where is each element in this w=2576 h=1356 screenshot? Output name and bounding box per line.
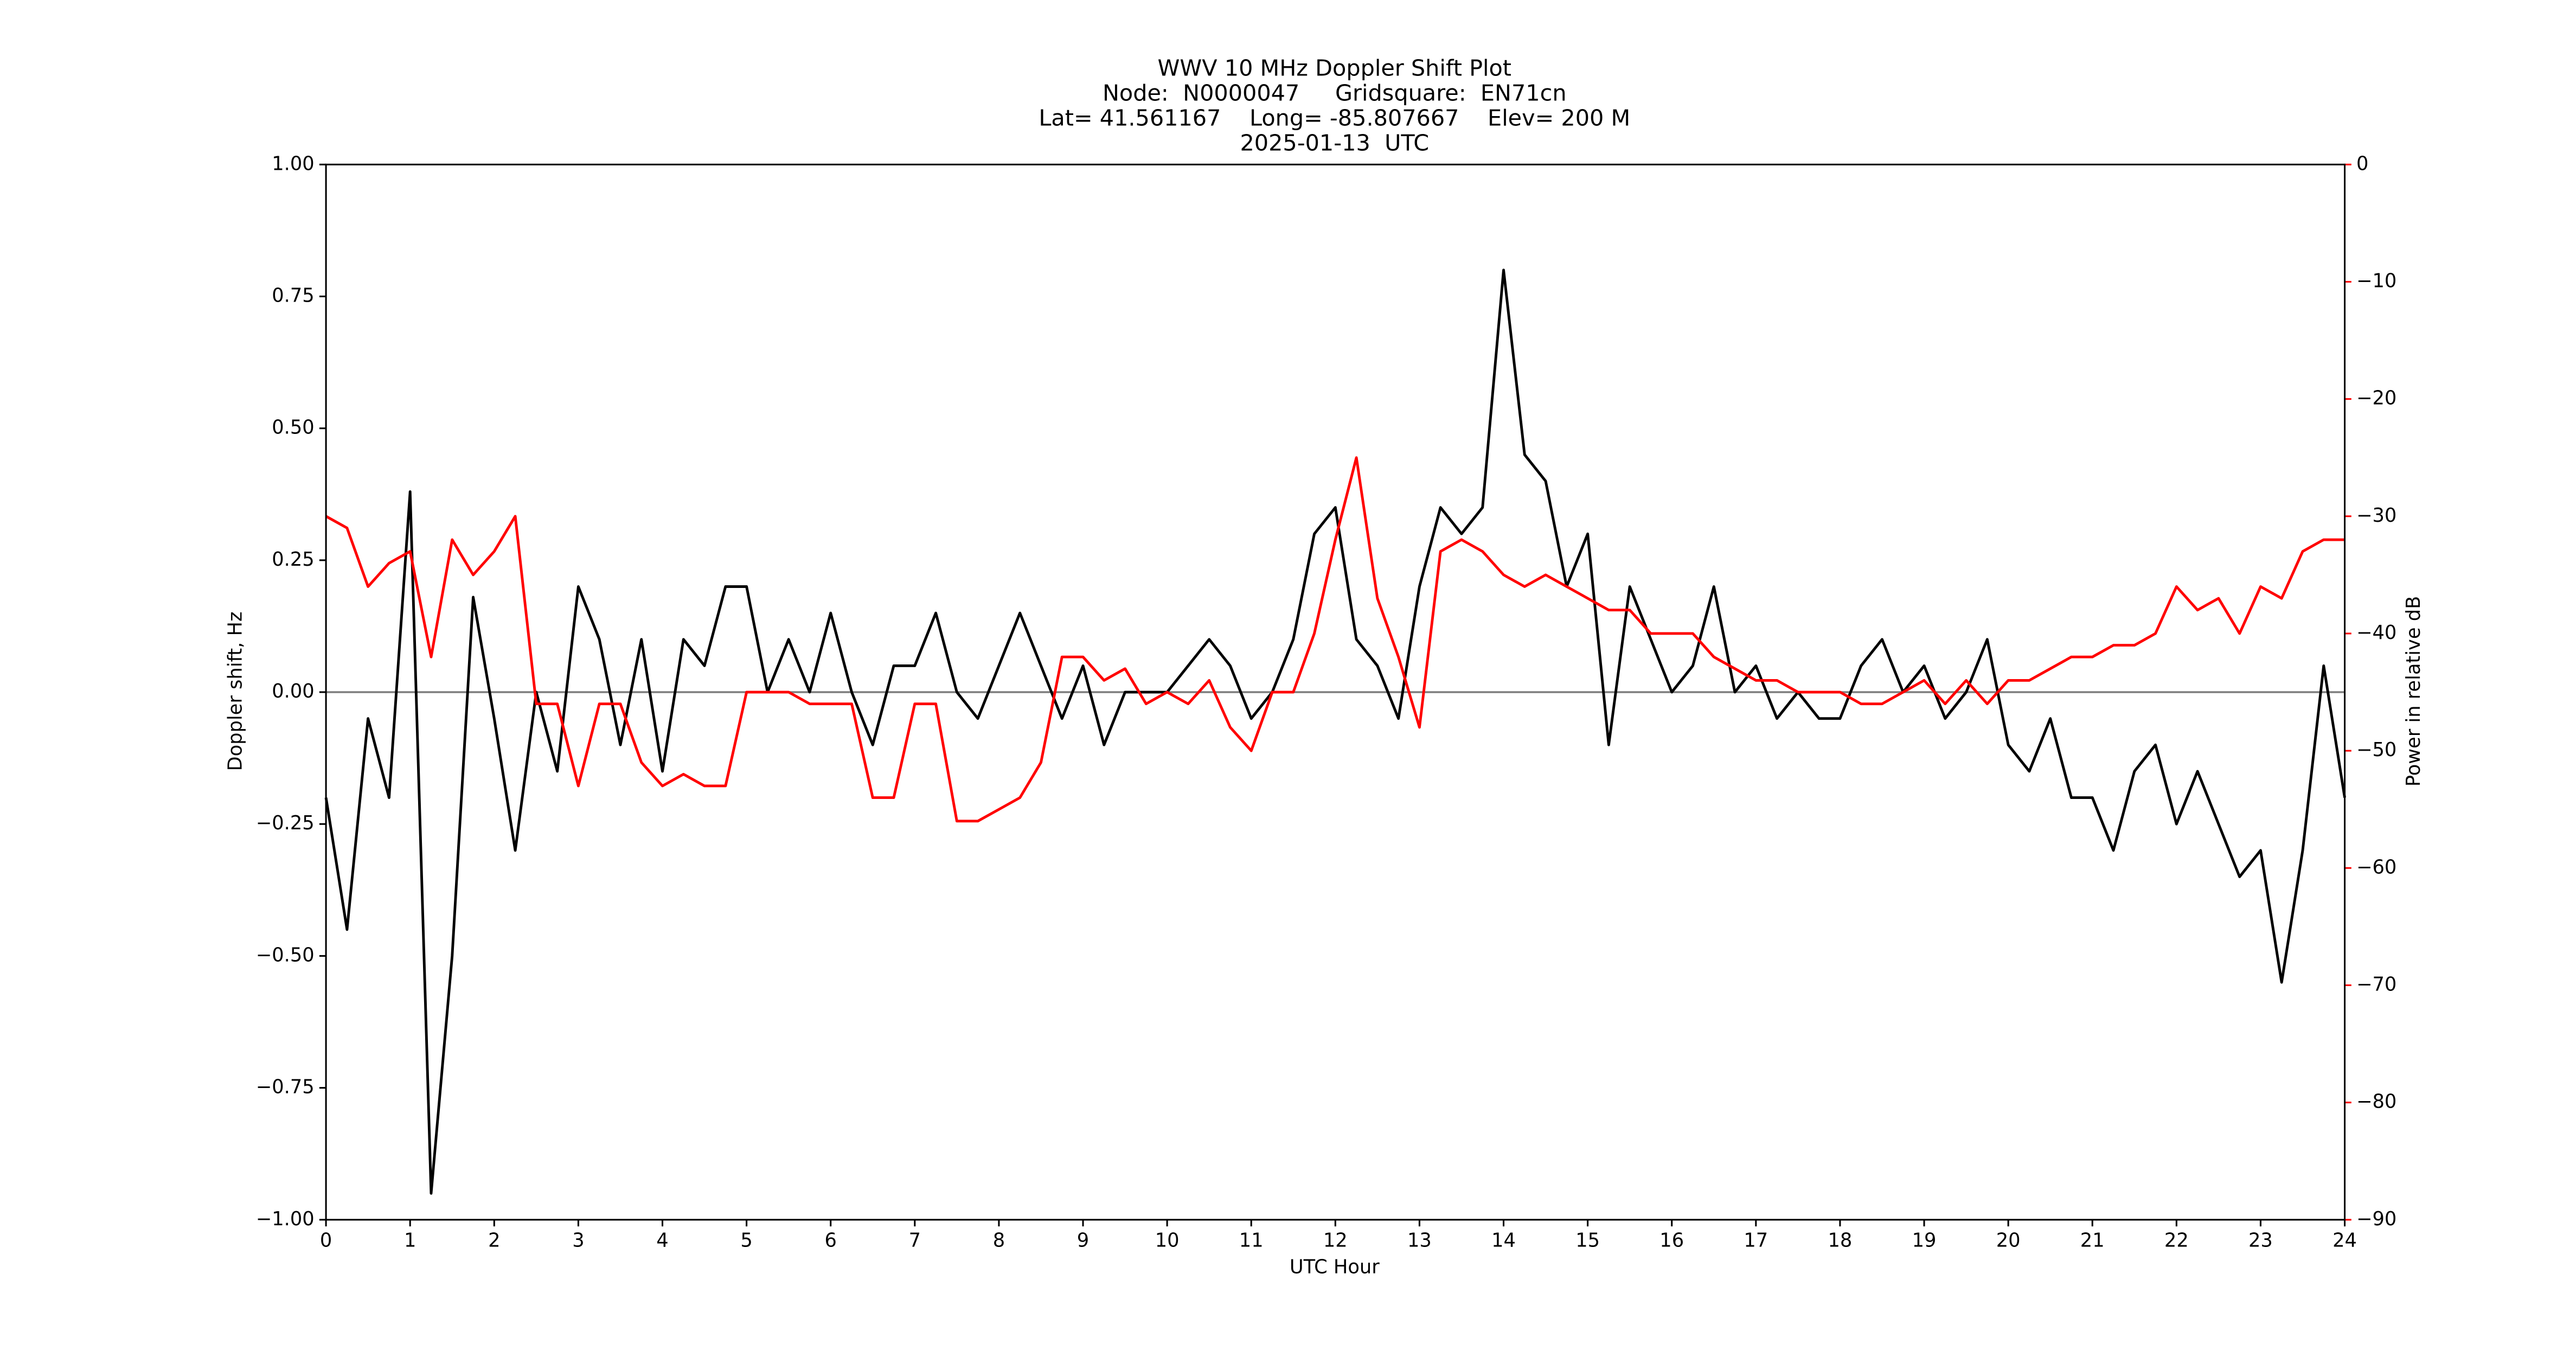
y2-tick-label: −20 [2356,387,2396,410]
y-tick-label: 0.00 [272,680,314,702]
x-tick-label: 24 [2333,1230,2357,1252]
y2-tick-label: −50 [2356,739,2396,761]
x-tick-label: 7 [909,1230,921,1252]
y-tick-label: 0.25 [272,548,314,571]
x-tick-label: 10 [1155,1230,1180,1252]
x-tick-label: 8 [993,1230,1005,1252]
x-tick-label: 21 [2080,1230,2105,1252]
y-tick-label: 0.75 [272,284,314,306]
y-tick-label: −0.25 [256,812,315,834]
x-tick-label: 2 [488,1230,500,1252]
y-tick-label: 1.00 [272,152,314,175]
y2-tick-label: −30 [2356,504,2396,527]
data-line [325,456,2345,823]
x-axis-label: UTC Hour [1290,1256,1380,1278]
y2-tick-label: −80 [2356,1091,2396,1113]
y-tick-label: 0.50 [272,417,314,439]
x-tick-label: 1 [404,1230,416,1252]
x-tick-label: 14 [1491,1230,1516,1252]
y2-tick-label: −70 [2356,973,2396,995]
x-tick-label: 12 [1323,1230,1348,1252]
x-tick-label: 15 [1575,1230,1600,1252]
y2-tick-label: −40 [2356,622,2396,644]
x-tick-label: 23 [2248,1230,2273,1252]
y-tick-label: −0.75 [256,1076,315,1098]
x-tick-label: 0 [320,1230,332,1252]
x-tick-label: 9 [1077,1230,1089,1252]
chart-title: WWV 10 MHz Doppler Shift Plot [1158,55,1512,81]
x-tick-label: 20 [1996,1230,2021,1252]
y2-axis-label: Power in relative dB [2402,596,2425,787]
x-tick-label: 6 [824,1230,836,1252]
x-tick-label: 11 [1239,1230,1264,1252]
x-tick-label: 19 [1912,1230,1937,1252]
x-tick-label: 5 [740,1230,752,1252]
x-tick-label: 16 [1659,1230,1684,1252]
x-tick-label: 4 [656,1230,668,1252]
chart-subtitle: Node: N0000047 Gridsquare: EN71cn [1103,80,1567,106]
x-tick-label: 13 [1407,1230,1432,1252]
x-tick-label: 18 [1828,1230,1853,1252]
chart-subtitle: Lat= 41.561167 Long= -85.807667 Elev= 20… [1039,105,1630,131]
x-tick-label: 3 [572,1230,584,1252]
y2-tick-label: −90 [2356,1208,2396,1230]
x-tick-label: 17 [1744,1230,1768,1252]
y-tick-label: −1.00 [256,1208,315,1230]
plot-frame [325,163,2346,1221]
y2-tick-label: 0 [2356,152,2368,175]
y-axis-label: Doppler shift, Hz [225,612,247,771]
y2-tick-label: −10 [2356,270,2396,292]
y2-tick-label: −60 [2356,856,2396,878]
y-tick-label: −0.50 [256,944,315,966]
data-line [324,268,2346,1195]
x-tick-label: 22 [2164,1230,2189,1252]
chart-subtitle: 2025-01-13 UTC [1240,130,1429,156]
